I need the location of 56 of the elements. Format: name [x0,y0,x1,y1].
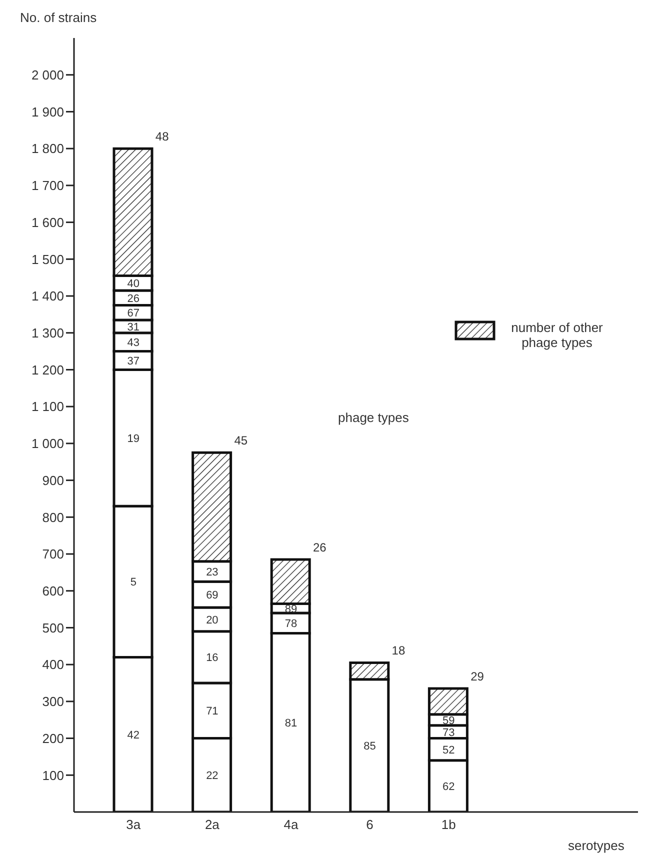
y-tick-label: 1 200 [31,362,64,378]
x-tick-label: 1b [441,817,456,832]
annotation: 23 [206,566,218,578]
annotation: 62 [442,781,455,794]
y-tick-label: 1 500 [31,252,64,267]
y-tick-label: 700 [42,546,64,562]
annotation: 26 [127,292,140,305]
y-tick-label: 800 [42,510,64,525]
annotation: 5 [130,576,136,589]
annotation: 52 [442,744,455,756]
y-tick-label: 1 700 [31,178,64,194]
annotation: 59 [442,714,455,727]
annotation: 19 [127,432,140,445]
annotation: 73 [442,726,455,739]
y-tick-label: 900 [42,472,64,488]
y-tick-label: 200 [42,730,64,746]
annotation: 26 [313,540,327,555]
annotation: 45 [234,434,248,448]
annotation: 37 [127,355,140,368]
y-tick-label: 1 600 [31,214,64,230]
x-tick-label: 4a [284,817,299,832]
y-tick-label: 1 000 [31,436,64,452]
annotation: 20 [206,614,218,626]
y-tick-label: 1 300 [31,325,64,340]
y-tick-label: 600 [42,583,64,598]
y-tick-label: 1 900 [31,104,64,120]
annotation: 40 [127,278,140,290]
annotation: phage types [338,410,409,425]
annotation: 69 [206,590,218,602]
y-tick-label: 1 800 [31,141,64,156]
x-tick-label: 2a [204,817,220,832]
annotation: 18 [392,644,406,658]
y-tick-label: 300 [42,694,64,710]
annotation: 71 [206,706,218,718]
annotation: 29 [470,670,484,684]
text: serotypes [568,838,624,853]
y-axis-title: No. of strains [20,10,97,25]
y-tick-label: 400 [42,657,64,672]
annotation: 78 [284,618,298,630]
annotation: 42 [127,730,140,742]
legend-label: number of other phage types [510,320,604,350]
y-tick-label: 1 400 [31,288,64,304]
x-tick-label: 3a [126,817,142,832]
x-tick-label: 6 [366,817,374,832]
annotation: 22 [206,770,218,782]
annotation: 48 [155,130,170,144]
annotation: 67 [127,308,140,320]
annotation: 31 [127,321,140,334]
y-tick-label: 500 [42,620,64,636]
y-tick-label: 100 [42,768,64,783]
annotation: 43 [127,337,140,350]
annotation: 81 [284,718,298,730]
y-tick-label: 2 000 [31,67,64,82]
annotation: 16 [206,652,218,664]
annotation: 85 [364,740,376,753]
y-tick-label: 1 100 [31,399,64,414]
